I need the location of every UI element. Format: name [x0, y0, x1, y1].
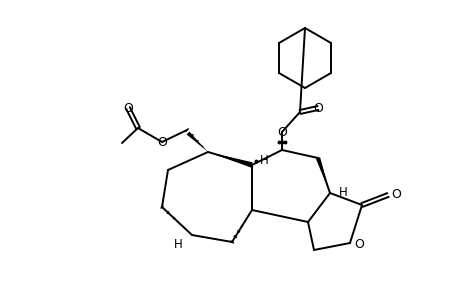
- Text: O: O: [157, 136, 167, 148]
- Polygon shape: [207, 152, 252, 168]
- Polygon shape: [186, 132, 207, 152]
- Polygon shape: [315, 157, 329, 193]
- Text: H: H: [259, 154, 268, 166]
- Text: O: O: [123, 101, 133, 115]
- Text: O: O: [353, 238, 363, 251]
- Text: H: H: [173, 238, 182, 251]
- Text: O: O: [390, 188, 400, 202]
- Text: H: H: [338, 185, 347, 199]
- Text: O: O: [313, 101, 322, 115]
- Text: O: O: [276, 125, 286, 139]
